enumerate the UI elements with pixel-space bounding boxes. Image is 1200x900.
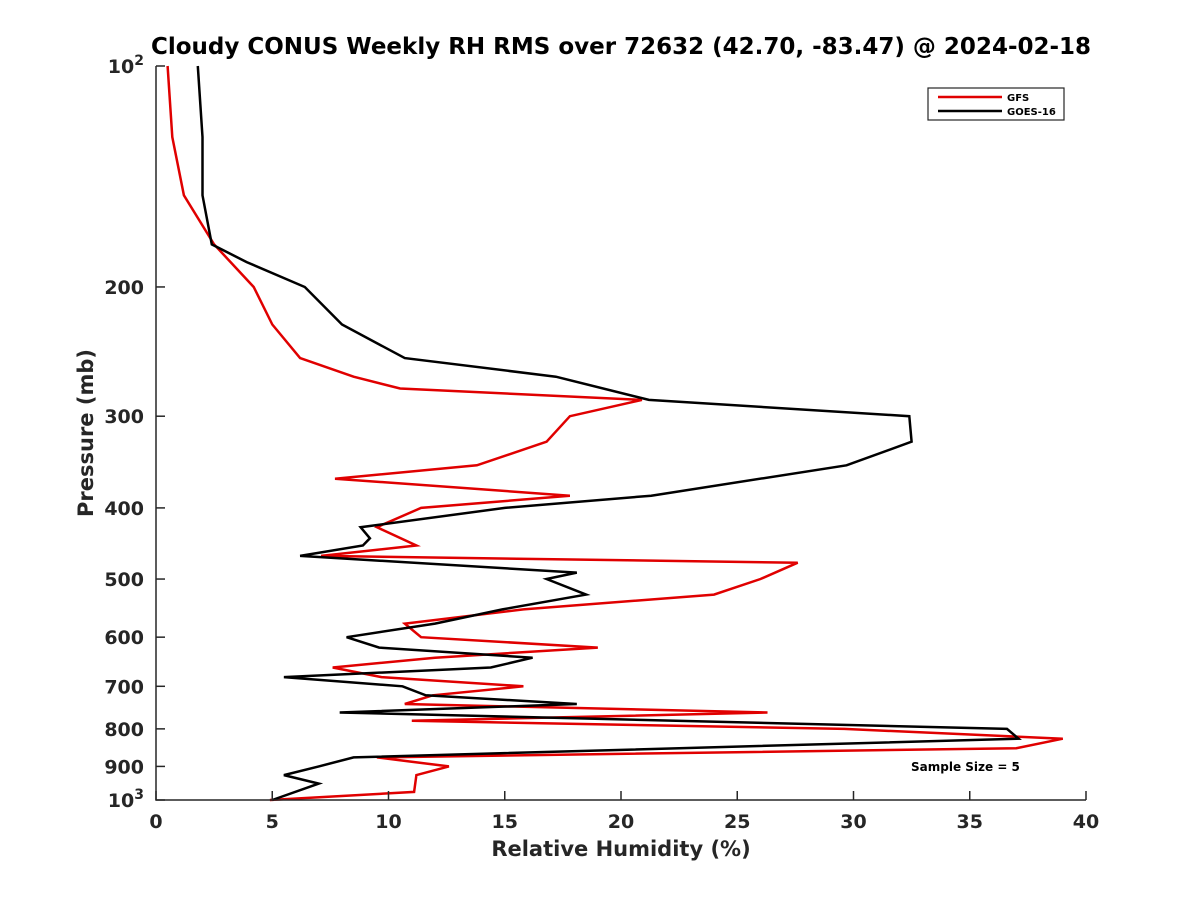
y-axis-label: Pressure (mb): [74, 349, 98, 517]
y-tick-label: 700: [104, 676, 144, 698]
x-axis-label: Relative Humidity (%): [491, 837, 750, 861]
y-axis-ticks: 102 200 300 400 500 600 700 800 900 103: [104, 53, 165, 812]
legend-box: [927, 87, 1065, 121]
y-tick-label: 600: [104, 627, 144, 649]
x-tick-label: 25: [724, 811, 750, 833]
series-line-gfs: [166, 65, 1064, 802]
axis-frame: [155, 66, 1086, 801]
series-line-goes16: [196, 65, 1022, 802]
y-tick-label: 102: [108, 53, 144, 78]
x-tick-label: 35: [957, 811, 983, 833]
series-layer: [166, 65, 1064, 802]
y-tick-label: 300: [104, 406, 144, 428]
legend-label-goes16: GOES-16: [1007, 107, 1056, 118]
y-tick-label: 900: [104, 756, 144, 778]
x-tick-label: 0: [149, 811, 162, 833]
y-tick-label: 800: [104, 719, 144, 741]
sample-size-annotation: Sample Size = 5: [911, 760, 1020, 774]
x-tick-label: 15: [492, 811, 518, 833]
x-tick-label: 40: [1073, 811, 1099, 833]
legend: GFS GOES-16: [927, 87, 1065, 121]
legend-label-gfs: GFS: [1007, 93, 1029, 104]
chart-title: Cloudy CONUS Weekly RH RMS over 72632 (4…: [151, 34, 1091, 60]
y-tick-label: 400: [104, 498, 144, 520]
x-tick-label: 10: [375, 811, 401, 833]
y-tick-label: 200: [104, 277, 144, 299]
x-tick-label: 5: [266, 811, 279, 833]
y-tick-label: 103: [108, 787, 144, 812]
x-tick-label: 20: [608, 811, 634, 833]
x-tick-label: 30: [840, 811, 866, 833]
y-tick-label: 500: [104, 569, 144, 591]
x-axis-ticks: 0 5 10 15 20 25 30 35 40: [149, 791, 1099, 833]
